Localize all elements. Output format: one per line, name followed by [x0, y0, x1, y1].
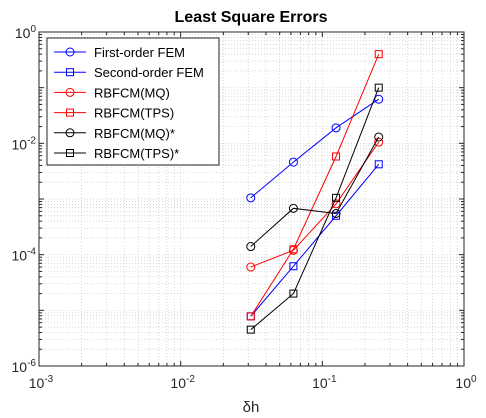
data-point [331, 208, 341, 218]
legend-label: RBFCM(TPS)* [94, 146, 179, 161]
data-point [289, 245, 298, 254]
data-point [332, 193, 341, 202]
data-point [289, 262, 298, 271]
tick-labels: 10-3 10-2 10-1 100 10-6 10-4 10-2 100 [12, 24, 477, 391]
legend-label: First-order FEM [94, 45, 185, 60]
data-point [374, 160, 383, 169]
y-tick-label: 10-4 [12, 247, 37, 264]
series-line [250, 53, 380, 317]
legend-marker [66, 108, 74, 117]
legend-marker [65, 47, 75, 57]
series-line [250, 87, 380, 331]
data-point [246, 242, 256, 252]
series-line [250, 141, 380, 268]
y-tick-label: 10-6 [12, 358, 37, 375]
x-tick-label: 10-3 [29, 374, 54, 391]
legend-entry: RBFCM(TPS)* [54, 146, 179, 161]
series-4 [246, 50, 383, 321]
y-tick-label: 10-2 [12, 135, 37, 152]
legend-label: RBFCM(MQ)* [94, 126, 175, 141]
legend-marker [65, 87, 75, 97]
x-tick-label: 10-1 [312, 374, 337, 391]
data-point [331, 123, 341, 133]
legend-label: Second-order FEM [94, 65, 204, 80]
legend-entry: RBFCM(MQ) [54, 85, 170, 100]
series-group [246, 50, 384, 334]
x-tick-label: 100 [455, 374, 477, 391]
series-line [250, 136, 380, 247]
legend-marker [66, 149, 74, 157]
legend-entry: Second-order FEM [54, 65, 204, 80]
chart-title: Least Square Errors [175, 9, 328, 26]
series-line [250, 98, 379, 199]
grid [39, 32, 464, 366]
legend-marker [65, 128, 75, 138]
data-point [288, 203, 298, 213]
legend-entry: First-order FEM [54, 45, 185, 60]
legend-box [46, 37, 220, 166]
series-6 [246, 83, 383, 334]
legend-marker [66, 68, 74, 77]
data-point [246, 325, 255, 334]
data-point [374, 50, 383, 59]
series-5 [246, 132, 384, 252]
data-point [246, 312, 255, 321]
y-tick-label: 100 [15, 24, 37, 41]
axis-ticks [38, 32, 464, 367]
data-point [246, 193, 256, 203]
data-point [332, 152, 341, 161]
data-point [374, 137, 384, 147]
data-point [288, 157, 298, 167]
legend-entry: RBFCM(MQ)* [54, 126, 175, 141]
x-axis-label: δh [243, 399, 260, 416]
data-point [374, 132, 384, 142]
data-point [374, 83, 383, 92]
legend-entry: RBFCM(TPS) [54, 106, 174, 121]
data-point [246, 262, 256, 272]
data-point [331, 199, 341, 209]
x-tick-label: 10-2 [170, 374, 195, 391]
legend: First-order FEM Second-order FEM RBFCM(MQ)… [46, 37, 220, 166]
legend-label: RBFCM(TPS) [94, 106, 174, 121]
series-line [250, 163, 380, 317]
legend-label: RBFCM(MQ) [94, 85, 170, 100]
data-point [289, 289, 298, 298]
